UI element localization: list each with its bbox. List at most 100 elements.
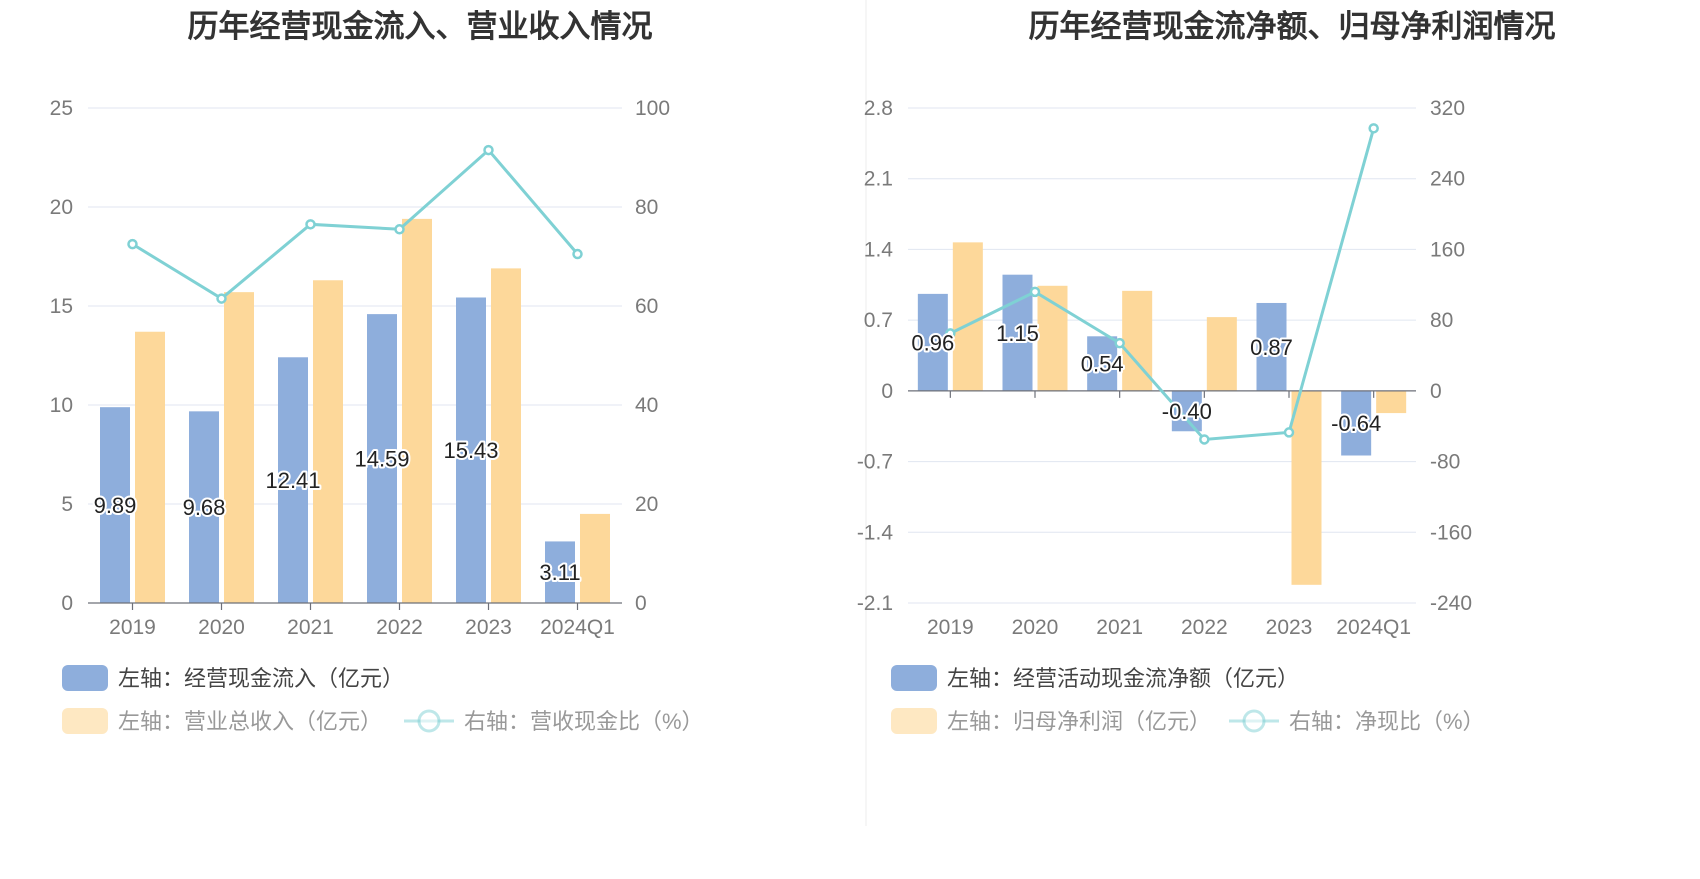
y-left-tick-label: 0.7 xyxy=(864,309,893,332)
ratio-point xyxy=(945,328,956,339)
y-left-tick-label: 0 xyxy=(61,592,73,615)
legend-swatch xyxy=(891,708,937,734)
bar-blue xyxy=(1341,390,1372,456)
bar-orange xyxy=(313,280,343,603)
x-category-label: 2023 xyxy=(465,616,512,639)
bar-blue xyxy=(917,293,948,391)
bar-blue xyxy=(545,541,575,603)
bar-blue xyxy=(367,314,397,603)
ratio-line xyxy=(131,147,579,301)
bar-orange xyxy=(491,268,521,603)
bar-orange xyxy=(1291,390,1322,585)
y-left-tick-label: 2.8 xyxy=(864,97,893,120)
data-label: 9.89 xyxy=(94,493,137,518)
legend-label: 左轴：营业总收入（亿元） xyxy=(118,709,382,734)
x-category-label: 2020 xyxy=(1012,616,1059,639)
bar-orange xyxy=(1376,390,1407,414)
legend-item[interactable]: 左轴：经营活动现金流净额（亿元） xyxy=(891,665,1299,691)
y-left-tick-label: 0 xyxy=(881,380,893,403)
x-category-label: 2019 xyxy=(927,616,974,639)
ratio-point xyxy=(394,224,405,235)
data-label: 1.15 xyxy=(996,321,1039,346)
ratio-point xyxy=(127,238,138,250)
legend-label: 右轴：净现比（%） xyxy=(1289,709,1485,734)
legend-item[interactable]: 右轴：净现比（%） xyxy=(1229,709,1485,734)
legend-marker-swatch xyxy=(1242,709,1266,733)
bar-orange xyxy=(952,242,983,391)
bar-orange xyxy=(135,331,165,603)
legend-label: 左轴：经营现金流入（亿元） xyxy=(118,666,404,691)
ratio-point xyxy=(1368,123,1379,134)
bar-blue xyxy=(1171,390,1202,432)
plot-area: 0 0 5 20 10 40 15 60 20 80 25 100 2019 2020 2021 2022 20… xyxy=(50,97,670,639)
x-category-label: 2023 xyxy=(1266,616,1313,639)
x-category-label: 2021 xyxy=(1096,616,1143,639)
legend-swatch xyxy=(62,708,108,734)
legend-swatch xyxy=(62,665,108,691)
x-category-label: 2022 xyxy=(376,616,423,639)
ratio-point xyxy=(1199,434,1210,445)
legend[interactable]: 左轴：经营现金流入（亿元） 左轴：营业总收入（亿元） 右轴：营收现金比（%） xyxy=(62,665,704,734)
bar-orange xyxy=(224,292,254,603)
x-category-label: 2019 xyxy=(109,616,156,639)
plot-area: -2.1 -240 -1.4 -160 -0.7 -80 0 0 0.7 80 1.4 160 2.1 2… xyxy=(857,97,1472,639)
y-right-tick-label: 0 xyxy=(635,592,647,615)
y-left-tick-label: 5 xyxy=(61,493,73,516)
legend[interactable]: 左轴：经营活动现金流净额（亿元） 左轴：归母净利润（亿元） 右轴：净现比（%） xyxy=(891,665,1485,734)
data-label: 14.59 xyxy=(354,447,409,472)
y-right-tick-label: 320 xyxy=(1430,97,1465,120)
y-right-tick-label: 160 xyxy=(1430,238,1465,261)
data-label: 3.11 xyxy=(539,560,580,585)
chart-title: 历年经营现金流入、营业收入情况 xyxy=(188,9,653,44)
y-left-tick-label: 1.4 xyxy=(864,238,894,261)
legend-item[interactable]: 左轴：经营现金流入（亿元） xyxy=(62,665,404,691)
y-left-tick-label: 2.1 xyxy=(864,168,893,191)
y-left-tick-label: -1.4 xyxy=(857,521,894,544)
ratio-point xyxy=(483,144,494,156)
y-left-tick-label: 25 xyxy=(50,97,73,120)
ratio-point xyxy=(1029,286,1041,298)
x-category-label: 2024Q1 xyxy=(540,616,615,639)
bar-orange xyxy=(580,513,610,603)
x-category-label: 2021 xyxy=(287,616,334,639)
y-right-tick-label: 60 xyxy=(635,295,658,318)
data-label: 0.96 xyxy=(911,330,954,355)
ratio-point xyxy=(305,219,316,230)
legend-item[interactable]: 左轴：归母净利润（亿元） xyxy=(891,708,1211,734)
legend-item[interactable]: 右轴：营收现金比（%） xyxy=(404,709,704,734)
ratio-point xyxy=(1283,427,1295,438)
legend-item[interactable]: 左轴：营业总收入（亿元） xyxy=(62,708,382,734)
data-label: 9.68 xyxy=(183,495,226,520)
y-right-tick-label: 240 xyxy=(1430,168,1465,191)
y-right-tick-label: -160 xyxy=(1430,521,1472,544)
data-label: -0.64 xyxy=(1331,411,1381,436)
x-category-label: 2020 xyxy=(198,616,245,639)
bar-blue xyxy=(1087,336,1118,391)
ratio-line xyxy=(949,127,1376,442)
y-right-tick-label: -240 xyxy=(1430,592,1472,615)
data-label: 12.41 xyxy=(265,468,320,493)
x-category-label: 2022 xyxy=(1181,616,1228,639)
chart-title: 历年经营现金流净额、归母净利润情况 xyxy=(1029,9,1556,44)
legend-label: 右轴：营收现金比（%） xyxy=(464,709,704,734)
y-left-tick-label: 10 xyxy=(50,394,73,417)
y-right-tick-label: 40 xyxy=(635,394,658,417)
chart-netcashflow-profit: 历年经营现金流净额、归母净利润情况 -2.1 -240 -1.4 -160 -0.7 -8… xyxy=(857,9,1556,734)
y-right-tick-label: -80 xyxy=(1430,451,1460,474)
bar-blue xyxy=(1256,302,1287,391)
bar-blue xyxy=(189,411,219,603)
y-left-tick-label: 20 xyxy=(50,196,73,219)
y-right-tick-label: 80 xyxy=(1430,309,1453,332)
bar-blue xyxy=(456,297,486,603)
data-label: 0.87 xyxy=(1250,335,1293,360)
data-label: 0.54 xyxy=(1081,352,1124,377)
legend-swatch xyxy=(891,665,937,691)
bar-blue xyxy=(100,407,130,603)
ratio-point xyxy=(1114,337,1125,349)
ratio-point xyxy=(216,293,227,304)
legend-label: 左轴：经营活动现金流净额（亿元） xyxy=(947,666,1299,691)
data-label: -0.40 xyxy=(1162,399,1212,424)
chart-cashflow-revenue: 历年经营现金流入、营业收入情况 0 0 5 20 10 40 15 60 20 80 25 100 20… xyxy=(50,9,704,734)
x-category-label: 2024Q1 xyxy=(1336,616,1411,639)
